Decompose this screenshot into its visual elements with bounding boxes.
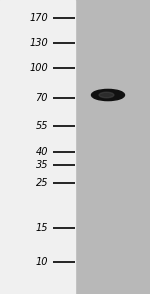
Text: 35: 35 bbox=[36, 160, 48, 170]
Text: 40: 40 bbox=[36, 147, 48, 157]
Text: 25: 25 bbox=[36, 178, 48, 188]
Text: 55: 55 bbox=[36, 121, 48, 131]
Text: 170: 170 bbox=[29, 13, 48, 23]
Bar bbox=[0, 0, 75, 294]
Text: 100: 100 bbox=[29, 63, 48, 73]
Text: 15: 15 bbox=[36, 223, 48, 233]
Text: 130: 130 bbox=[29, 38, 48, 48]
Text: 10: 10 bbox=[36, 257, 48, 267]
Ellipse shape bbox=[99, 92, 114, 98]
Ellipse shape bbox=[92, 89, 124, 101]
Text: 70: 70 bbox=[36, 93, 48, 103]
